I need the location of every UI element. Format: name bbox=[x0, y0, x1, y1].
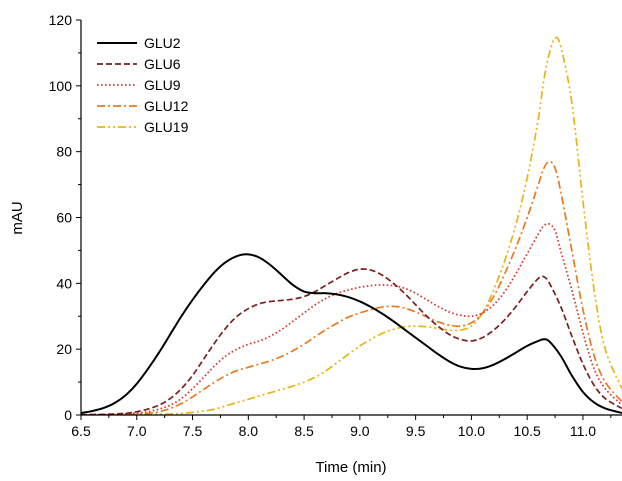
y-tick-label: 0 bbox=[64, 407, 72, 423]
y-tick-label: 60 bbox=[56, 210, 72, 226]
legend-label-glu9: GLU9 bbox=[144, 77, 181, 93]
plot-area: 6.5 7.0 7.5 8.0 8.5 9.0 9.5 10.0 10.5 11.0 0 20 40 6… bbox=[49, 12, 622, 439]
x-tick-label: 9.5 bbox=[406, 423, 426, 439]
y-tick-label: 20 bbox=[56, 341, 72, 357]
series-line-glu6 bbox=[81, 268, 622, 415]
y-ticks: 0 20 40 60 80 100 120 bbox=[49, 12, 81, 423]
legend-label-glu12: GLU12 bbox=[144, 98, 189, 114]
legend-label-glu6: GLU6 bbox=[144, 56, 181, 72]
y-tick-label: 120 bbox=[49, 12, 73, 28]
x-tick-label: 8.5 bbox=[294, 423, 314, 439]
x-tick-label: 6.5 bbox=[71, 423, 91, 439]
x-tick-label: 7.0 bbox=[127, 423, 147, 439]
legend-label-glu19: GLU19 bbox=[144, 119, 189, 135]
x-tick-label: 10.0 bbox=[458, 423, 485, 439]
x-tick-label: 7.5 bbox=[183, 423, 203, 439]
series-line-glu12 bbox=[81, 160, 622, 415]
y-tick-label: 100 bbox=[49, 78, 73, 94]
y-axis-title: mAU bbox=[9, 201, 26, 234]
legend-label-glu2: GLU2 bbox=[144, 35, 181, 51]
y-tick-label: 80 bbox=[56, 144, 72, 160]
x-tick-label: 9.0 bbox=[350, 423, 370, 439]
x-tick-label: 10.5 bbox=[514, 423, 541, 439]
series-line-glu9 bbox=[81, 222, 622, 415]
x-tick-label: 11.0 bbox=[570, 423, 596, 439]
x-axis-title: Time (min) bbox=[315, 459, 386, 476]
x-tick-label: 8.0 bbox=[239, 423, 259, 439]
series-line-glu2 bbox=[81, 253, 622, 415]
series-line-glu19 bbox=[81, 36, 622, 415]
x-ticks: 6.5 7.0 7.5 8.0 8.5 9.0 9.5 10.0 10.5 11.0 bbox=[71, 415, 612, 439]
legend: GLU2 GLU6 GLU9 GLU12 GLU19 bbox=[97, 35, 189, 135]
series-layer bbox=[81, 36, 622, 415]
y-tick-label: 40 bbox=[56, 275, 72, 291]
